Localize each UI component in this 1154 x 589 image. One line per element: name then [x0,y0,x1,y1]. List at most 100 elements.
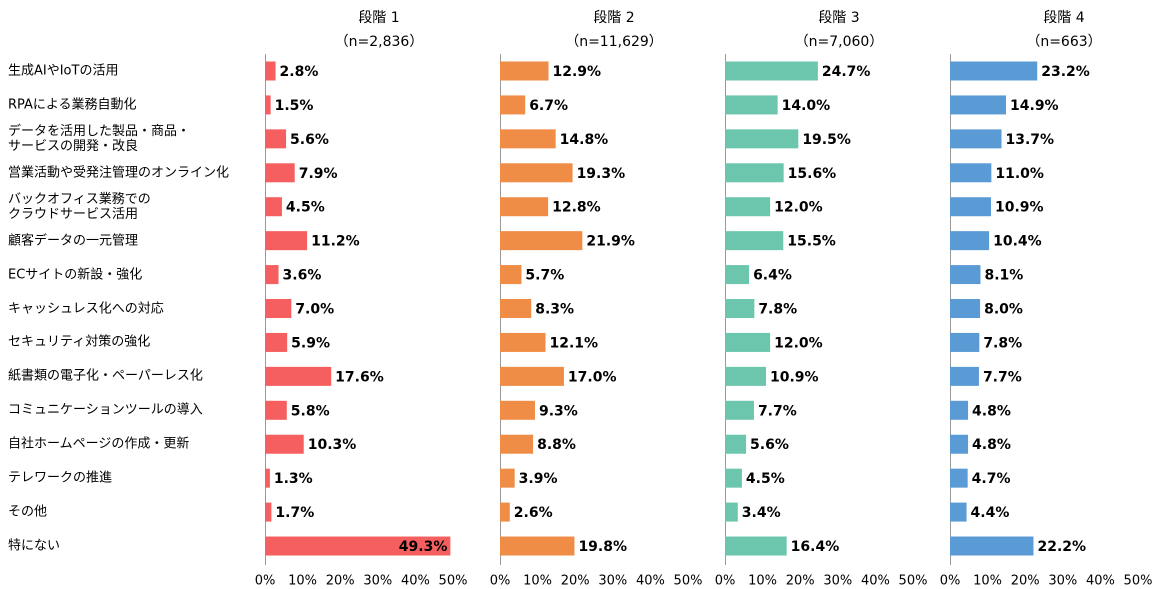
value-label: 5.6% [290,132,329,148]
value-label: 12.1% [549,335,598,351]
value-label: 23.2% [1041,64,1090,80]
x-tick-label: 10% [288,574,317,589]
category-label: 生成AIやIoTの活用 [8,63,119,79]
panel-title: 段階 1 [358,10,399,26]
value-label: 4.5% [286,200,325,216]
bar [265,231,308,251]
value-label: 4.8% [972,403,1011,419]
bar [500,129,556,149]
value-label: 4.8% [972,437,1011,453]
bar [500,332,546,352]
bar [950,332,980,352]
value-label: 19.5% [802,132,851,148]
bar [950,502,967,522]
bar [950,231,990,251]
value-label: 5.6% [750,437,789,453]
x-tick-label: 40% [401,574,430,589]
bar [500,366,564,386]
x-tick-label: 30% [1048,574,1077,589]
bar [265,502,272,522]
bar [265,129,287,149]
x-tick-label: 20% [1011,574,1040,589]
value-label: 49.3% [399,539,448,555]
value-label: 5.9% [291,335,330,351]
bar [950,265,981,285]
value-label: 21.9% [586,234,635,250]
category-label: 紙書類の電子化・ペーパーレス化 [8,368,203,384]
value-label: 2.8% [280,64,319,80]
bar [725,265,750,285]
category-label: 営業活動や受発注管理のオンライン化 [8,165,230,181]
value-label: 10.9% [995,200,1044,216]
x-tick-label: 40% [861,574,890,589]
value-label: 5.8% [291,403,330,419]
x-tick-label: 0% [490,574,511,589]
bar [950,129,1002,149]
bar [725,95,778,115]
x-tick-label: 20% [786,574,815,589]
value-label: 4.7% [972,471,1011,487]
value-label: 4.5% [746,471,785,487]
x-tick-label: 0% [255,574,276,589]
value-label: 9.3% [539,403,578,419]
value-label: 10.9% [770,369,819,385]
value-label: 12.0% [774,335,823,351]
value-label: 16.4% [791,539,840,555]
bar [725,400,754,420]
x-tick-label: 30% [598,574,627,589]
bar [950,536,1034,556]
bar [265,163,295,183]
value-label: 24.7% [822,64,871,80]
bar [265,299,292,319]
value-label: 3.6% [283,268,322,284]
panel-subtitle: （n=663） [1026,34,1101,50]
value-label: 14.0% [782,98,831,114]
bar [265,61,276,81]
value-label: 11.2% [311,234,360,250]
bar [500,163,573,183]
value-label: 4.4% [971,505,1010,521]
x-tick-label: 0% [715,574,736,589]
value-label: 8.3% [535,302,574,318]
bar [950,366,979,386]
value-label: 6.4% [753,268,792,284]
x-tick-label: 10% [973,574,1002,589]
bar [500,400,535,420]
bar [725,536,787,556]
value-label: 7.9% [299,166,338,182]
bar [500,502,510,522]
value-label: 12.8% [552,200,601,216]
x-tick-label: 30% [363,574,392,589]
bar [950,95,1007,115]
bar [265,95,271,115]
bar [950,468,968,488]
value-label: 7.8% [758,302,797,318]
category-label: キャッシュレス化への対応 [8,301,164,316]
category-label: バックオフィス業務での クラウドサービス活用 [8,191,151,222]
bar [500,299,532,319]
bar [725,468,742,488]
panel-subtitle: （n=7,060） [795,34,884,50]
panel-subtitle: （n=2,836） [335,34,424,50]
panel-title: 段階 4 [1043,10,1084,26]
bar [725,502,738,522]
x-tick-label: 40% [1086,574,1115,589]
bar [725,434,747,454]
bar [265,434,304,454]
value-label: 6.7% [529,98,568,114]
bar [265,400,287,420]
bar [265,332,288,352]
x-tick-label: 50% [899,574,928,589]
value-label: 2.6% [514,505,553,521]
value-label: 12.0% [774,200,823,216]
category-label: データを活用した製品・商品・ サービスの開発・改良 [8,123,191,154]
x-tick-label: 50% [1124,574,1153,589]
value-label: 1.7% [275,505,314,521]
value-label: 7.0% [295,302,334,318]
value-label: 8.1% [984,268,1023,284]
bar [265,197,282,217]
bar [725,231,784,251]
category-label: ECサイトの新設・強化 [8,267,143,283]
value-label: 3.4% [742,505,781,521]
value-label: 22.2% [1037,539,1086,555]
